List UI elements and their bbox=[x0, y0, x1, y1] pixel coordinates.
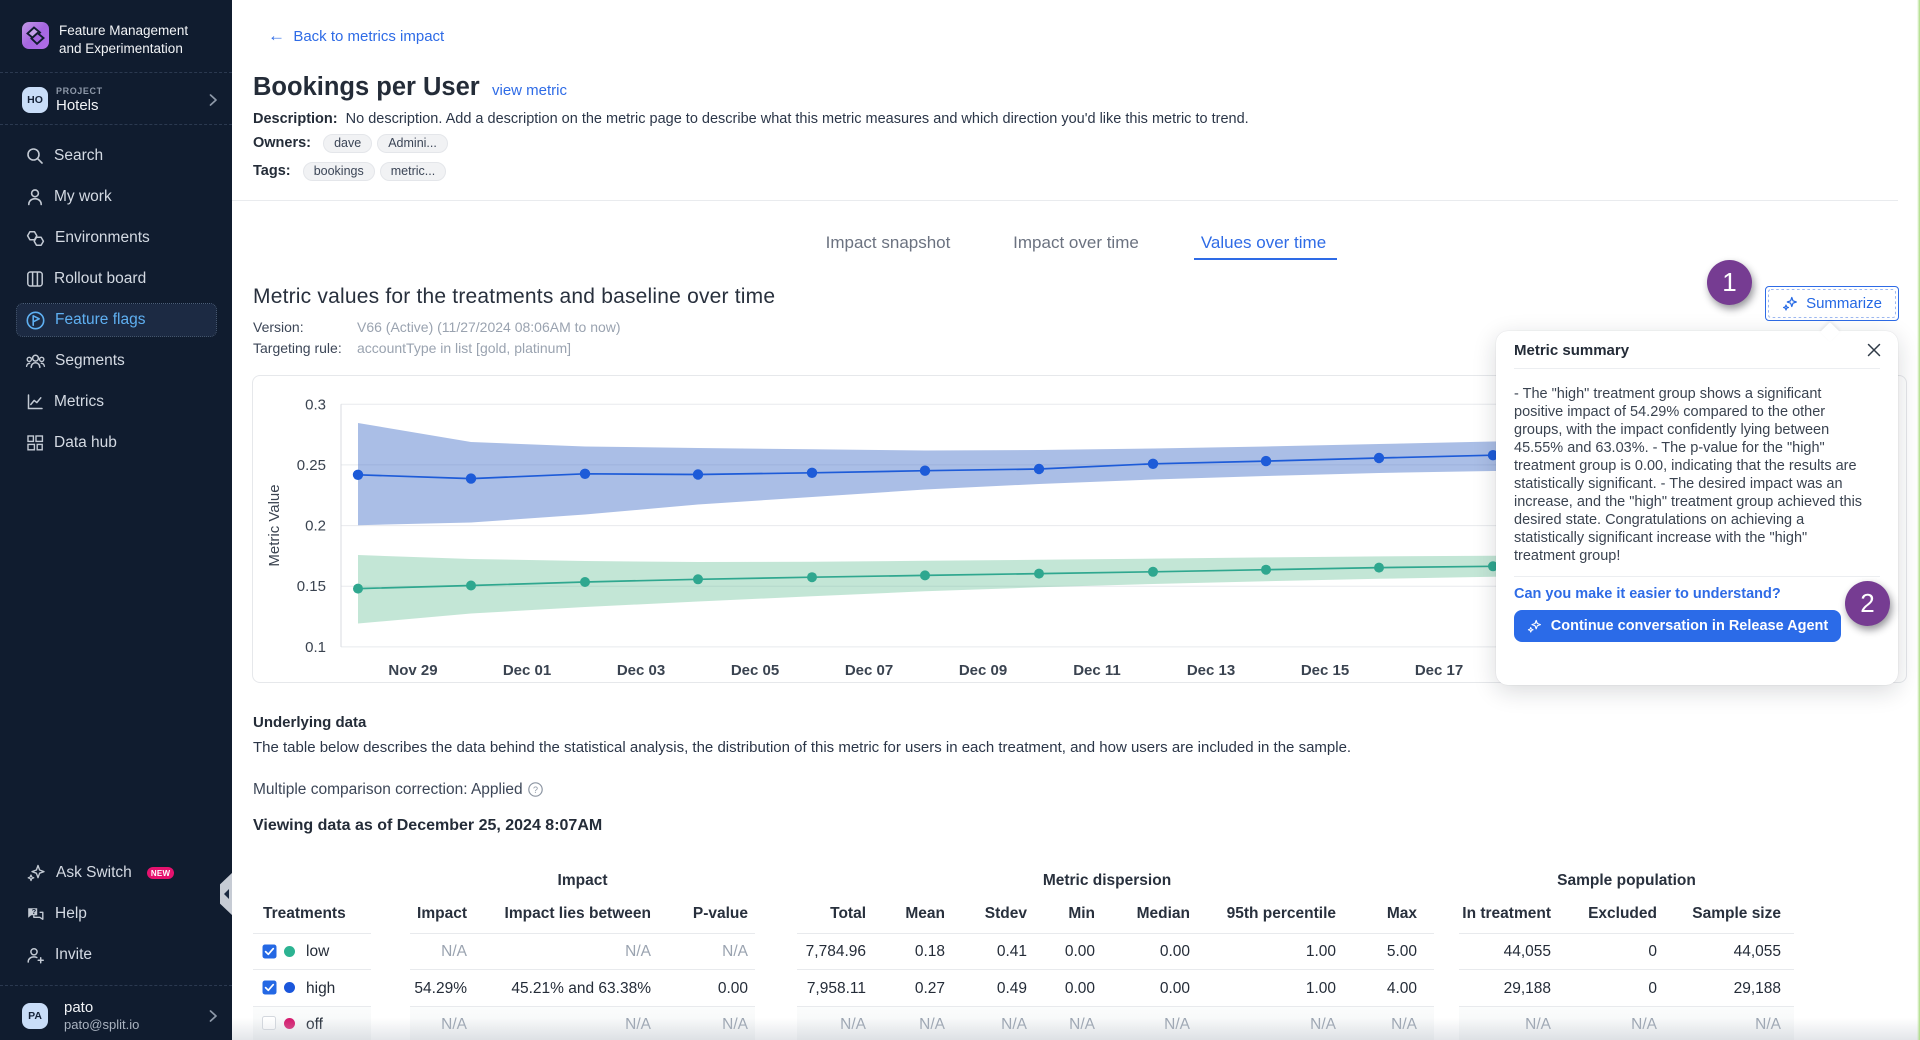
svg-text:Dec 11: Dec 11 bbox=[1073, 662, 1121, 679]
svg-text:Dec 13: Dec 13 bbox=[1187, 662, 1235, 679]
svg-text:?: ? bbox=[533, 785, 538, 795]
svg-text:Dec 03: Dec 03 bbox=[617, 662, 665, 679]
svg-text:Metric Value: Metric Value bbox=[266, 484, 283, 566]
svg-text:Dec 05: Dec 05 bbox=[731, 662, 779, 679]
svg-text:Dec 09: Dec 09 bbox=[959, 662, 1007, 679]
svg-text:Dec 01: Dec 01 bbox=[503, 662, 551, 679]
svg-text:?: ? bbox=[32, 906, 37, 915]
svg-text:Nov 29: Nov 29 bbox=[388, 662, 437, 679]
svg-text:0.3: 0.3 bbox=[305, 396, 326, 413]
svg-text:Dec 17: Dec 17 bbox=[1415, 662, 1463, 679]
svg-text:0.15: 0.15 bbox=[297, 578, 326, 595]
svg-text:Dec 07: Dec 07 bbox=[845, 662, 893, 679]
svg-text:0.25: 0.25 bbox=[297, 457, 326, 474]
svg-text:0.2: 0.2 bbox=[305, 518, 326, 535]
svg-text:Dec 15: Dec 15 bbox=[1301, 662, 1349, 679]
svg-text:0.1: 0.1 bbox=[305, 639, 326, 656]
